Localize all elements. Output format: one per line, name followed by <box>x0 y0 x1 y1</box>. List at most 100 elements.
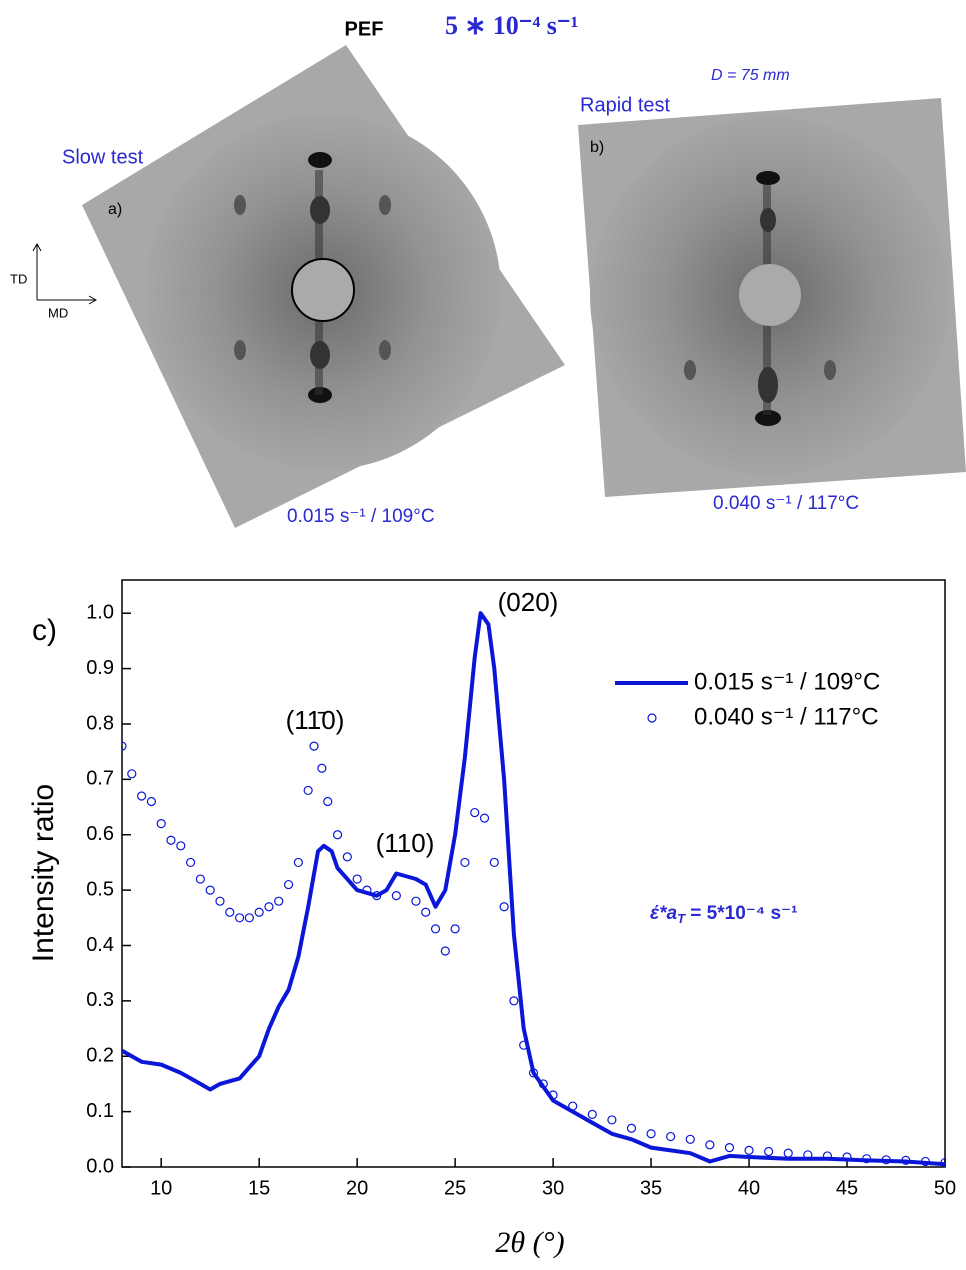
point <box>225 907 235 917</box>
point <box>136 791 147 801</box>
distance: D = 75 mm <box>711 67 790 84</box>
point <box>166 835 176 845</box>
point <box>881 1155 891 1165</box>
point <box>352 874 362 884</box>
panel-label: c) <box>32 614 57 647</box>
rate: 5 ∗ 10⁻⁴ s⁻¹ <box>445 11 578 40</box>
point <box>920 1156 931 1167</box>
x-tick-label: 30 <box>542 1177 564 1199</box>
point <box>940 1157 945 1167</box>
annotation: έ*aT = 5*10⁻⁴ s⁻¹ <box>650 903 797 926</box>
x-tick-label: 40 <box>738 1177 760 1199</box>
point <box>744 1145 754 1155</box>
pattern-b <box>578 98 966 497</box>
point <box>391 891 401 901</box>
x-tick-label: 50 <box>934 1177 956 1199</box>
point <box>764 1146 774 1157</box>
point <box>176 841 186 851</box>
point <box>685 1134 695 1144</box>
pattern-a <box>82 45 565 528</box>
x-axis-title: 2θ (°) <box>495 1226 564 1259</box>
point <box>274 896 284 906</box>
x-tick-label: 20 <box>346 1177 368 1199</box>
point <box>479 813 490 823</box>
point <box>862 1154 872 1164</box>
y-tick-label: 0.2 <box>86 1045 114 1067</box>
point <box>127 769 137 779</box>
point <box>607 1115 617 1125</box>
y-tick-label: 0.8 <box>86 712 114 734</box>
condition: 0.015 s⁻¹ / 109°C <box>287 506 435 527</box>
td-label: TD <box>10 271 27 286</box>
y-tick-label: 0.4 <box>86 934 114 956</box>
y-tick-label: 0.3 <box>86 989 114 1011</box>
point <box>783 1148 793 1158</box>
point <box>548 1090 558 1100</box>
plot-frame <box>121 579 946 1168</box>
annotation: (11̄0) <box>286 705 345 735</box>
point <box>538 1079 548 1089</box>
annotation: (110) <box>376 828 435 858</box>
material: PEF <box>345 18 384 40</box>
point <box>283 879 294 890</box>
x-tick-label: 35 <box>640 1177 662 1199</box>
point <box>430 924 441 934</box>
y-tick-label: 0.7 <box>86 768 114 790</box>
point <box>626 1123 637 1133</box>
point <box>705 1140 715 1150</box>
point <box>156 819 166 829</box>
point <box>323 796 333 807</box>
point <box>724 1143 735 1153</box>
point <box>185 857 196 868</box>
point <box>293 857 303 868</box>
point <box>528 1068 539 1078</box>
point <box>509 996 519 1006</box>
point <box>803 1150 813 1160</box>
point <box>309 741 319 751</box>
y-tick-label: 0.1 <box>86 1100 114 1122</box>
y-tick-label: 0.9 <box>86 657 114 679</box>
point <box>372 891 382 901</box>
line <box>122 611 945 1167</box>
legend-label: 0.040 s⁻¹ / 117°C <box>694 703 879 730</box>
test-label: Rapid test <box>580 94 670 116</box>
point <box>146 796 156 807</box>
point <box>421 907 431 917</box>
condition: 0.040 s⁻¹ / 117°C <box>713 493 859 514</box>
legend-swatch <box>647 713 657 723</box>
point <box>450 924 460 934</box>
point <box>646 1129 656 1139</box>
x-tick-label: 15 <box>248 1177 270 1199</box>
panel-label: a) <box>108 201 122 218</box>
point <box>842 1152 852 1162</box>
point <box>264 902 274 912</box>
y-tick-label: 0.6 <box>86 823 114 845</box>
point <box>822 1151 833 1161</box>
point <box>195 874 205 884</box>
point <box>470 807 480 818</box>
point <box>460 857 470 868</box>
y-tick-label: 1.0 <box>86 602 114 624</box>
panel-label: b) <box>590 139 604 156</box>
point <box>215 896 225 906</box>
point <box>317 763 327 773</box>
chart: c) 2θ (°) Intensity ratio (020) (11̄0) (… <box>27 579 956 1259</box>
point <box>303 785 313 796</box>
orientation-axes <box>32 242 98 305</box>
point <box>362 885 372 895</box>
point <box>122 741 127 751</box>
point <box>332 830 343 840</box>
point <box>901 1155 911 1165</box>
point <box>254 907 264 917</box>
y-tick-label: 0.5 <box>86 878 114 900</box>
y-tick-label: 0.0 <box>86 1155 114 1177</box>
y-axis-title: Intensity ratio <box>27 784 60 962</box>
legend-label: 0.015 s⁻¹ / 109°C <box>694 668 880 695</box>
point <box>666 1131 676 1142</box>
point <box>440 946 450 956</box>
plot-area <box>122 611 945 1167</box>
point <box>411 896 421 906</box>
point <box>244 913 254 923</box>
x-tick-label: 45 <box>836 1177 858 1199</box>
